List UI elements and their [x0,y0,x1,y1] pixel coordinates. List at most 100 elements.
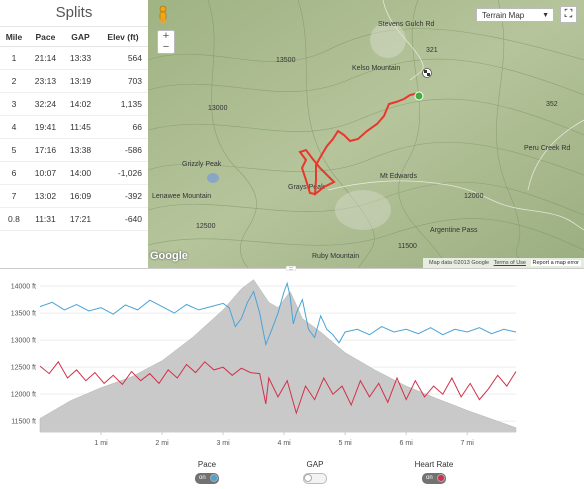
split-gap: 13:19 [62,69,99,93]
split-row[interactable]: 0.8 11:31 17:21 -640 [0,207,148,231]
pegman-icon[interactable] [156,5,170,25]
x-tick-label: 5 mi [339,440,353,447]
legend-pace: Pace on [177,459,237,489]
toggle-knob [304,474,312,482]
map-label: Peru Creek Rd [524,145,570,152]
split-elev: -586 [98,138,148,162]
y-tick-label: 13500 ft [11,311,36,318]
split-gap: 14:00 [62,161,99,185]
split-elev: 1,135 [98,92,148,116]
y-tick-label: 13000 ft [11,338,36,345]
x-tick-label: 4 mi [277,440,291,447]
y-tick-label: 12000 ft [11,392,36,399]
y-tick-label: 11500 ft [11,419,36,426]
split-row[interactable]: 5 17:16 13:38 -586 [0,138,148,162]
split-row[interactable]: 3 32:24 14:02 1,135 [0,92,148,116]
route-start-marker[interactable] [414,91,424,101]
legend-heart-rate: Heart Rate on [404,459,464,489]
route-finish-marker[interactable] [422,68,432,78]
split-pace: 21:14 [27,46,63,70]
split-elev: -392 [98,184,148,208]
terms-of-use-link[interactable]: Terms of Use [493,260,526,266]
gap-toggle[interactable] [303,473,327,484]
terrain-map[interactable]: Kelso Mountain Grizzly Peak Lenawee Moun… [148,0,584,268]
map-label: Ruby Mountain [312,253,359,260]
legend-gap: GAP [285,459,345,489]
split-row[interactable]: 1 21:14 13:33 564 [0,46,148,70]
split-mile: 3 [0,92,28,116]
split-gap: 13:33 [62,46,99,70]
map-label: 13000 [208,105,228,112]
x-tick-label: 7 mi [461,440,475,447]
google-logo[interactable]: Google [150,250,188,262]
splits-title: Splits [0,0,148,27]
split-pace: 11:31 [27,207,63,231]
chart-series [39,281,517,415]
pace-line [39,281,517,347]
split-pace: 13:02 [27,184,63,208]
map-label: Grizzly Peak [182,161,222,168]
map-label: 13500 [276,57,296,64]
split-mile: 6 [0,161,28,185]
legend-heart-rate-label: Heart Rate [414,460,454,469]
split-pace: 23:13 [27,69,63,93]
split-mile: 1 [0,46,28,70]
terrain-map-canvas[interactable]: Kelso Mountain Grizzly Peak Lenawee Moun… [148,0,584,268]
heart-rate-toggle[interactable]: on [422,473,446,484]
split-row[interactable]: 2 23:13 13:19 703 [0,69,148,93]
map-type-value: Terrain Map [482,11,525,20]
toggle-state-text: on [426,475,433,481]
split-elev: -1,026 [98,161,148,185]
map-data-text: Map data ©2013 Google [429,260,490,266]
map-roads [327,0,584,231]
split-elev: 564 [98,46,148,70]
terrain-contours [148,0,584,268]
map-label: Stevens Gulch Rd [378,21,435,28]
zoom-out-button[interactable]: − [162,41,170,53]
split-row[interactable]: 4 19:41 11:45 66 [0,115,148,139]
x-tick-label: 6 mi [400,440,414,447]
split-pace: 19:41 [27,115,63,139]
split-mile: 7 [0,184,28,208]
resize-handle-icon[interactable] [286,266,296,271]
lake [207,173,219,183]
split-row[interactable]: 6 10:07 14:00 -1,026 [0,161,148,185]
toggle-knob [210,474,218,482]
y-tick-label: 12500 ft [11,365,36,372]
split-mile: 2 [0,69,28,93]
zoom-in-button[interactable]: + [162,30,170,42]
column-header-pace: Pace [27,27,63,47]
map-labels: Kelso Mountain Grizzly Peak Lenawee Moun… [152,21,570,260]
split-pace: 10:07 [27,161,63,185]
map-label: 12500 [196,223,216,230]
map-label: 321 [426,47,438,54]
split-gap: 14:02 [62,92,99,116]
snow-patch [370,22,406,58]
column-header-gap: GAP [62,27,99,47]
split-gap: 11:45 [62,115,99,139]
split-pace: 17:16 [27,138,63,162]
zoom-control: + − [157,30,175,54]
split-elev: -640 [98,207,148,231]
split-mile: 4 [0,115,28,139]
legend-gap-label: GAP [306,460,324,469]
report-map-error-link[interactable]: Report a map error [530,260,581,266]
split-elev: 703 [98,69,148,93]
fullscreen-button[interactable]: ⛶ [560,6,577,23]
x-tick-label: 2 mi [155,440,169,447]
x-axis-labels: 1 mi 2 mi 3 mi 4 mi 5 mi 6 mi 7 mi [94,432,474,447]
split-mile: 5 [0,138,28,162]
map-type-select[interactable]: Terrain Map ▼ [476,8,554,22]
split-pace: 32:24 [27,92,63,116]
split-mile: 0.8 [0,207,28,231]
split-row[interactable]: 7 13:02 16:09 -392 [0,184,148,208]
map-label: Grays Peak [288,184,325,191]
snow-patch [335,190,391,230]
elevation-chart[interactable]: 11500 ft 12000 ft 12500 ft 13000 ft 13500 ft… [0,272,584,458]
map-attribution: Map data ©2013 Google Terms of Use Repor… [423,258,584,268]
split-gap: 16:09 [62,184,99,208]
heart-rate-line [39,360,517,415]
chevron-down-icon: ▼ [542,12,549,19]
split-gap: 13:38 [62,138,99,162]
pace-toggle[interactable]: on [195,473,219,484]
